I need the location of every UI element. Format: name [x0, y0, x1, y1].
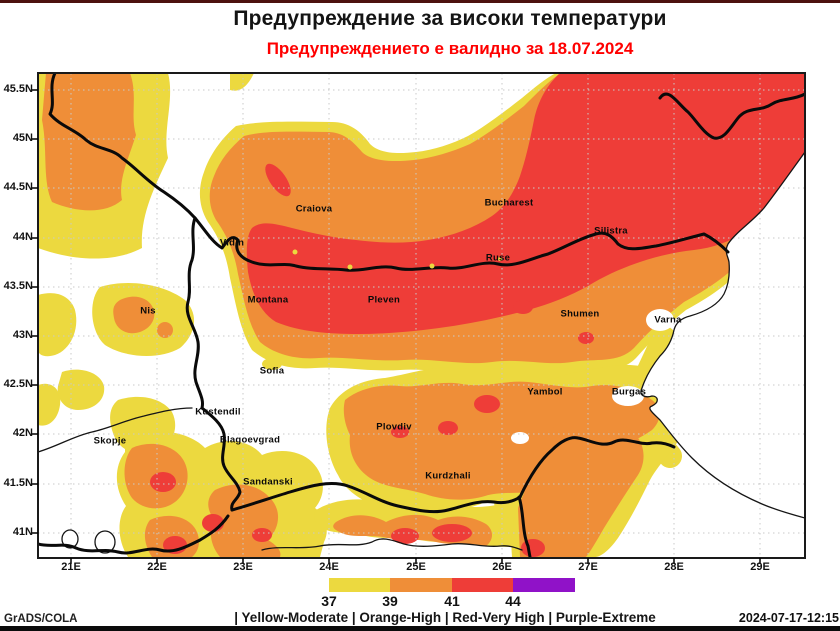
timestamp: 2024-07-17-12:15 — [738, 611, 839, 625]
lon-tick-label: 23E — [233, 561, 253, 573]
lat-tick-label: 44.5N — [3, 181, 33, 193]
city-label: Pleven — [367, 294, 401, 306]
river-highlight-dots — [292, 249, 502, 270]
page-title: Предупреждение за високи температури — [233, 7, 667, 30]
aegean-coastline — [261, 538, 523, 551]
lon-tick-label: 29E — [750, 561, 770, 573]
city-label: Blagoevgrad — [219, 434, 281, 446]
top-accent-bar — [0, 0, 840, 3]
colorbar-value: 39 — [382, 593, 398, 609]
city-label: Ruse — [485, 252, 511, 264]
city-label: Skopje — [93, 435, 127, 447]
colorbar-segment-red — [452, 578, 513, 592]
danube-border — [193, 216, 730, 272]
bottom-edge-bar — [0, 626, 840, 631]
bulgaria-turkey-border — [518, 436, 676, 499]
city-label: Sandanski — [243, 476, 293, 488]
city-label: Bucharest — [484, 197, 534, 209]
macedonia-bulgaria-border — [200, 406, 242, 512]
city-label: Kurdzhali — [425, 470, 471, 482]
lon-tick-label: 22E — [147, 561, 167, 573]
greece-turkey-border — [517, 495, 532, 558]
lon-tick-label: 24E — [319, 561, 339, 573]
colorbar-value: 44 — [505, 593, 521, 609]
colorbar-value: 37 — [321, 593, 337, 609]
city-label: Montana — [247, 294, 289, 306]
page-subtitle: Предупреждението е валидно за 18.07.2024 — [266, 39, 634, 58]
lat-tick-label: 45N — [12, 132, 33, 144]
country-borders — [38, 73, 805, 558]
city-label: Burgas — [611, 386, 647, 398]
serbia-bulgaria-border — [185, 216, 204, 410]
lat-tick-label: 43N — [12, 329, 33, 341]
lat-tick-label: 41.5N — [3, 477, 33, 489]
city-label: Kustendil — [195, 406, 241, 418]
colorbar-segment-purple — [513, 578, 575, 592]
lon-tick-label: 27E — [578, 561, 598, 573]
lat-tick-label: 45.5N — [3, 83, 33, 95]
city-label: Silistra — [594, 225, 628, 237]
lon-tick-label: 26E — [492, 561, 512, 573]
axis-ticks — [32, 89, 761, 564]
lat-tick-label: 42N — [12, 427, 33, 439]
city-label: Shumen — [560, 308, 600, 320]
greece-bulgaria-border — [230, 482, 522, 514]
lake-ohrid — [61, 529, 79, 549]
city-label: Varna — [654, 314, 682, 326]
legend-text: | Yellow-Moderate | Orange-High | Red-Ve… — [234, 610, 656, 625]
lon-tick-label: 28E — [664, 561, 684, 573]
lon-tick-label: 25E — [406, 561, 426, 573]
romania-northeast-border — [658, 92, 805, 140]
macedonia-greece-border — [38, 514, 230, 555]
lat-tick-label: 41N — [12, 526, 33, 538]
lat-tick-label: 42.5N — [3, 378, 33, 390]
colorbar-segment-yellow — [329, 578, 390, 592]
city-label: Sofia — [259, 365, 285, 377]
color-scale-legend: 37 39 41 44 — [0, 578, 840, 612]
city-label: Vidin — [219, 237, 245, 249]
lake-prespa — [94, 530, 116, 554]
serbia-macedonia-border — [38, 407, 193, 453]
warning-zone-very-high — [150, 73, 805, 557]
grads-credit: GrADS/COLA — [4, 613, 78, 625]
serbia-romania-border — [48, 73, 197, 220]
lat-tick-label: 43.5N — [3, 280, 33, 292]
lat-tick-label: 44N — [12, 231, 33, 243]
map-frame — [37, 72, 806, 559]
city-label: Nis — [140, 305, 156, 317]
city-label: Craiova — [295, 203, 333, 215]
city-label: Yambol — [527, 386, 563, 398]
city-label: Plovdiv — [376, 421, 412, 433]
colorbar-segment-orange — [390, 578, 452, 592]
lon-tick-label: 21E — [61, 561, 81, 573]
sea-and-clearings — [511, 152, 805, 518]
colorbar-value: 41 — [444, 593, 460, 609]
grid-dotted-lines — [38, 73, 805, 558]
